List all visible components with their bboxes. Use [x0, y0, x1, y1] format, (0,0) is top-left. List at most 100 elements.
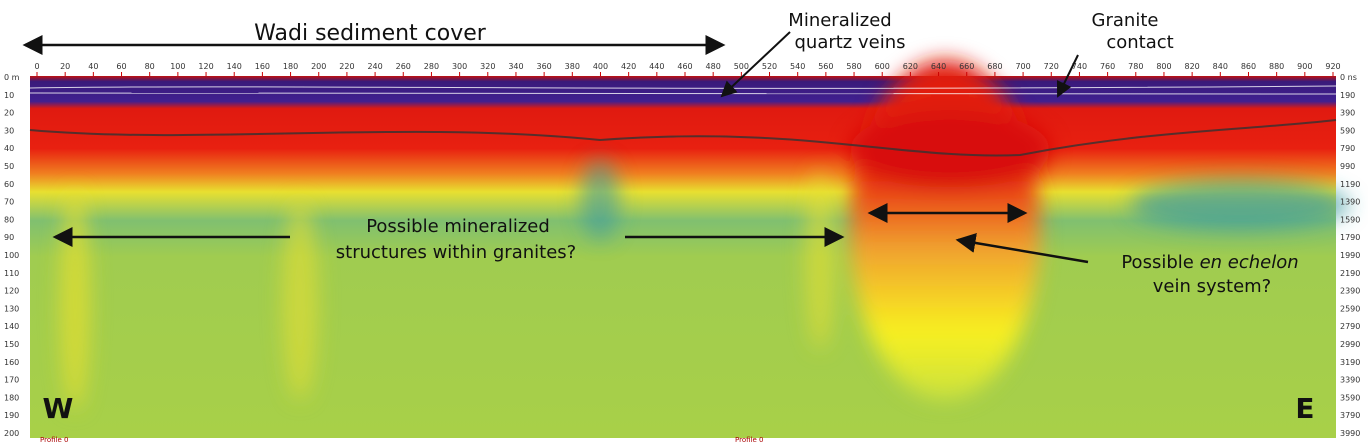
top-tick-label: 480: [706, 62, 721, 71]
top-tick-label: 780: [1128, 62, 1143, 71]
left-tick-label: 40: [4, 144, 14, 153]
top-tick-label: 660: [959, 62, 974, 71]
profile-label: Profile 0: [735, 436, 763, 444]
top-tick-label: 180: [283, 62, 298, 71]
left-tick-label: 90: [4, 233, 14, 242]
west-label: W: [43, 392, 74, 425]
right-tick-label: 3990: [1340, 429, 1360, 438]
top-tick-label: 300: [452, 62, 467, 71]
top-tick-label: 440: [649, 62, 664, 71]
left-tick-label: 0 m: [4, 73, 20, 82]
echelon-italic: en echelon: [1200, 252, 1299, 273]
top-tick-label: 240: [367, 62, 382, 71]
structures-label: structures within granites?: [336, 242, 576, 263]
top-tick-label: 380: [565, 62, 580, 71]
left-tick-label: 50: [4, 162, 14, 171]
right-tick-label: 2590: [1340, 304, 1360, 313]
east-label: E: [1295, 392, 1314, 425]
left-tick-label: 20: [4, 109, 14, 118]
top-tick-label: 220: [339, 62, 354, 71]
left-tick-label: 190: [4, 411, 19, 420]
top-tick-label: 760: [1100, 62, 1115, 71]
granite-label: Granite: [1092, 10, 1159, 31]
top-tick-label: 0: [34, 62, 39, 71]
top-tick-label: 680: [987, 62, 1002, 71]
top-tick-label: 420: [621, 62, 636, 71]
left-tick-label: 150: [4, 340, 19, 349]
top-tick-label: 100: [170, 62, 185, 71]
echelon-text: Possible: [1121, 252, 1199, 273]
left-tick-label: 110: [4, 269, 19, 278]
left-tick-label: 10: [4, 91, 14, 100]
left-tick-label: 200: [4, 429, 19, 438]
top-tick-label: 400: [593, 62, 608, 71]
top-tick-label: 280: [424, 62, 439, 71]
top-tick-label: 20: [60, 62, 70, 71]
top-tick-label: 600: [875, 62, 890, 71]
top-tick-label: 520: [762, 62, 777, 71]
left-tick-label: 160: [4, 358, 19, 367]
top-tick-label: 60: [116, 62, 126, 71]
left-tick-label: 60: [4, 180, 14, 189]
granite-arrow: [1056, 54, 1079, 98]
top-tick-label: 700: [1015, 62, 1030, 71]
top-tick-label: 620: [903, 62, 918, 71]
top-tick-label: 580: [846, 62, 861, 71]
veins-label: quartz veins: [794, 32, 905, 53]
top-tick-label: 860: [1241, 62, 1256, 71]
top-tick-label: 360: [536, 62, 551, 71]
veins-label: Mineralized: [788, 10, 891, 31]
top-tick-label: 540: [790, 62, 805, 71]
top-tick-label: 840: [1213, 62, 1228, 71]
right-tick-label: 2990: [1340, 340, 1360, 349]
top-tick-label: 900: [1297, 62, 1312, 71]
echelon-label: vein system?: [1153, 276, 1272, 297]
top-tick-label: 260: [396, 62, 411, 71]
left-tick-label: 30: [4, 126, 14, 135]
right-tick-label: 2190: [1340, 269, 1360, 278]
top-tick-label: 340: [508, 62, 523, 71]
structures-label: Possible mineralized: [366, 216, 550, 237]
top-tick-label: 560: [818, 62, 833, 71]
top-tick-label: 120: [198, 62, 213, 71]
top-tick-label: 160: [255, 62, 270, 71]
right-tick-label: 0 ns: [1340, 73, 1357, 82]
right-tick-label: 2790: [1340, 322, 1360, 331]
right-tick-label: 790: [1340, 144, 1355, 153]
right-tick-label: 3790: [1340, 411, 1360, 420]
top-tick-label: 800: [1156, 62, 1171, 71]
left-tick-label: 120: [4, 287, 19, 296]
top-tick-label: 140: [227, 62, 242, 71]
right-tick-label: 190: [1340, 91, 1355, 100]
left-tick-label: 140: [4, 322, 19, 331]
right-tick-label: 590: [1340, 126, 1355, 135]
granite-label: contact: [1106, 32, 1173, 53]
top-tick-label: 640: [931, 62, 946, 71]
top-tick-label: 740: [1072, 62, 1087, 71]
right-tick-label: 990: [1340, 162, 1355, 171]
left-tick-label: 70: [4, 198, 14, 207]
right-tick-label: 1790: [1340, 233, 1360, 242]
right-tick-label: 3390: [1340, 376, 1360, 385]
top-tick-label: 720: [1044, 62, 1059, 71]
echelon-arrow: [955, 233, 1089, 264]
right-tick-label: 390: [1340, 109, 1355, 118]
right-tick-label: 1190: [1340, 180, 1360, 189]
top-tick-label: 820: [1184, 62, 1199, 71]
left-tick-label: 180: [4, 393, 19, 402]
top-tick-label: 920: [1325, 62, 1340, 71]
wadi-label: Wadi sediment cover: [254, 21, 487, 46]
right-tick-label: 1390: [1340, 198, 1360, 207]
right-tick-label: 1990: [1340, 251, 1360, 260]
top-tick-label: 500: [734, 62, 749, 71]
profile-label: Profile 0: [40, 436, 68, 444]
left-tick-label: 100: [4, 251, 19, 260]
echelon-label: Possible en echelon: [1121, 252, 1298, 273]
left-tick-label: 170: [4, 376, 19, 385]
right-tick-label: 3190: [1340, 358, 1360, 367]
left-tick-label: 130: [4, 304, 19, 313]
top-tick-label: 460: [677, 62, 692, 71]
top-tick-label: 40: [88, 62, 98, 71]
veins-arrow: [720, 31, 791, 98]
